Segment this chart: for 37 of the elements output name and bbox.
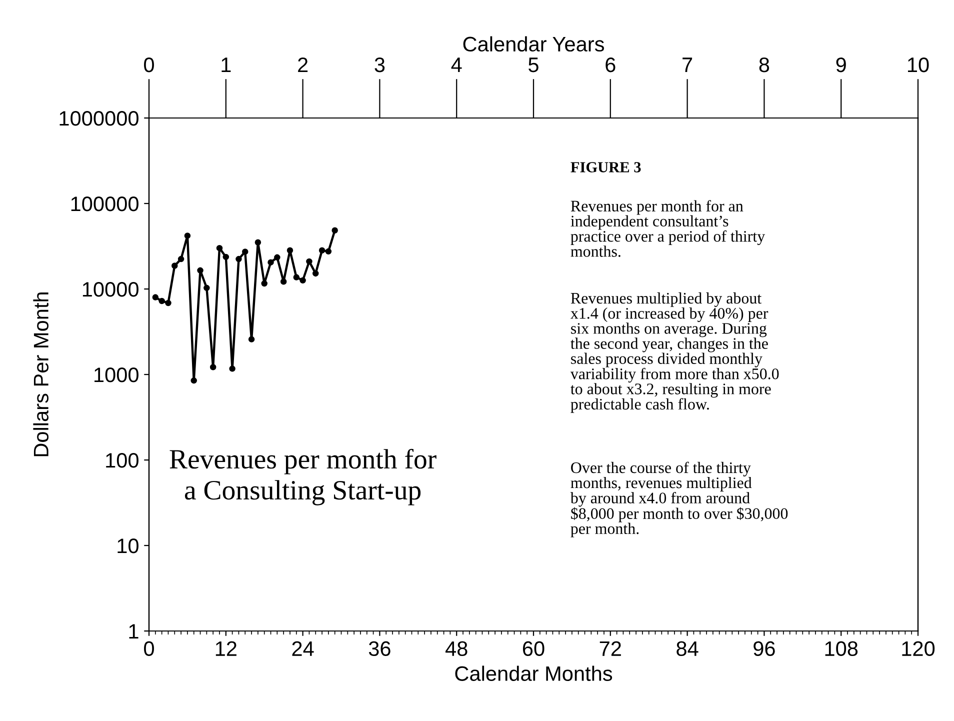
y-tick-label: 1000 <box>94 368 138 382</box>
x-tick-label: 84 <box>676 641 698 656</box>
x2-tick-label: 4 <box>451 58 462 72</box>
x-tick-label: 48 <box>445 641 468 656</box>
x-tick-label: 0 <box>144 641 154 656</box>
x2-tick-label: 9 <box>836 57 846 72</box>
y-axis-title: Dollars Per Month <box>33 292 49 456</box>
x2-tick-label: 6 <box>606 57 616 72</box>
x-tick-label: 96 <box>754 641 775 656</box>
y-tick-label: 10 <box>118 538 138 554</box>
annotation: Revenues multiplied by about x1.4 (or increased by 40%) per six months on average. During the second year, changes in the sales process divided monthly variability from more than x50.0 to about x3.2, resulting in more predictable cash flow. <box>570 292 779 413</box>
x2-tick-label: 8 <box>759 57 770 72</box>
y-tick-label: 100000 <box>71 196 138 212</box>
x2-tick-label: 5 <box>528 58 538 72</box>
x2-axis-title: Calendar Years <box>463 36 604 52</box>
annotation: FIGURE 3 <box>570 162 641 172</box>
x-tick-label: 24 <box>292 641 314 656</box>
annotation: Revenues per month for a Consulting Start-up <box>170 448 436 506</box>
x-axis-title: Calendar Months <box>455 666 612 681</box>
y-tick-label: 100 <box>106 453 138 468</box>
x-tick-label: 36 <box>368 641 390 656</box>
y-tick-label: 10000 <box>82 282 138 297</box>
annotation: Over the course of the thirty months, revenues multiplied by around x4.0 from around $8,000 per month to over $30,000 per month. <box>570 462 788 538</box>
x-tick-label: 12 <box>216 641 236 656</box>
x-tick-label: 72 <box>600 641 621 656</box>
x2-tick-label: 0 <box>144 57 154 72</box>
x2-tick-label: 3 <box>374 57 385 72</box>
y-tick-label: 1000000 <box>60 111 138 126</box>
annotation: Revenues per month for an independent consultant’s practice over a period of thirty months. <box>570 200 766 257</box>
x-tick-label: 120 <box>902 641 935 656</box>
x2-tick-label: 7 <box>682 58 692 72</box>
x2-tick-label: 10 <box>908 57 929 72</box>
x2-tick-label: 1 <box>222 58 231 72</box>
x2-tick-label: 2 <box>298 57 308 72</box>
y-tick-label: 1 <box>129 624 138 639</box>
x-tick-label: 60 <box>522 641 544 656</box>
x-tick-label: 108 <box>825 641 858 656</box>
